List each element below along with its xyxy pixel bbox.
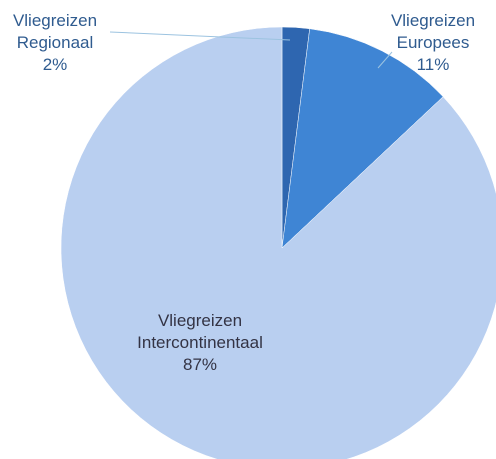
category-label: Vliegreizen Intercontinentaal	[137, 311, 263, 352]
value-label: 87%	[182, 355, 218, 374]
value-label: 2%	[42, 55, 68, 74]
pie-slice	[60, 26, 496, 459]
category-label: Vliegreizen Europees	[390, 11, 476, 52]
leader-line	[377, 51, 393, 69]
value-label: 11%	[416, 55, 450, 74]
slice-label: Vliegreizen Europees 11%	[378, 10, 488, 76]
leader-line	[109, 31, 291, 41]
pie-slice	[281, 28, 444, 249]
slice-label: Vliegreizen Intercontinentaal 87%	[115, 310, 285, 376]
category-label: Vliegreizen Regionaal	[12, 11, 98, 52]
slice-label: Vliegreizen Regionaal 2%	[0, 10, 110, 76]
